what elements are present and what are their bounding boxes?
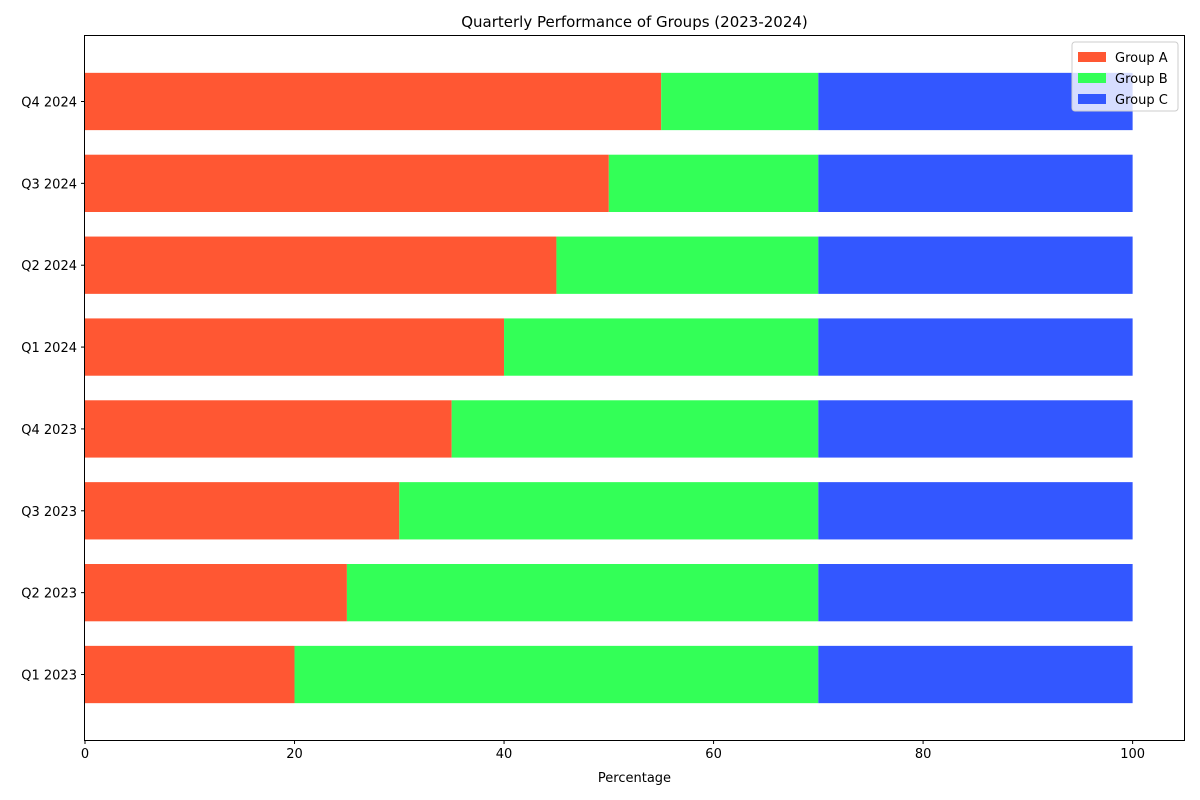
bar-group-b-q1-2023 [294,645,819,704]
x-tick-label: 0 [81,747,89,762]
bar-group-b-q4-2023 [451,400,819,458]
x-tick-label: 60 [705,747,722,762]
y-tick-label: Q2 2023 [21,587,77,602]
y-tick-label: Q1 2024 [21,341,77,356]
y-tick-label: Q4 2024 [21,95,77,110]
bar-group-a-q1-2024 [85,318,505,376]
y-ticks: Q1 2023 Q2 2023 Q3 2023 Q4 2023 Q1 2024 Q2 20… [21,95,85,684]
bars-layer [85,72,1133,704]
bar-group-c-q2-2023 [818,564,1133,622]
legend: Group A Group B Group C [1071,41,1179,112]
plot-frame [84,35,1185,741]
bar-group-b-q3-2024 [608,154,819,212]
y-tick-label: Q1 2023 [21,669,77,684]
bar-group-a-q4-2024 [85,72,662,131]
bar-group-c-q2-2024 [818,236,1133,294]
y-tick-label: Q4 2023 [21,423,77,438]
bar-group-a-q2-2023 [85,564,347,622]
legend-swatch [1078,73,1106,83]
x-tick-label: 80 [915,747,932,762]
legend-swatch [1078,52,1106,62]
y-tick-label: Q2 2024 [21,259,77,274]
bar-group-c-q3-2023 [818,482,1133,540]
legend-label: Group A [1115,51,1168,66]
bar-group-c-q3-2024 [818,154,1133,212]
bar-group-a-q2-2024 [85,236,557,294]
y-tick-label: Q3 2023 [21,505,77,520]
x-tick-label: 100 [1120,747,1145,762]
bar-group-b-q2-2023 [346,564,819,622]
x-axis-label: Percentage [598,771,671,786]
chart-title: Quarterly Performance of Groups (2023-20… [461,13,808,31]
bar-group-c-q1-2023 [818,645,1133,704]
bar-group-a-q3-2023 [85,482,400,540]
bar-group-c-q4-2023 [818,400,1133,458]
bar-group-a-q3-2024 [85,154,609,212]
bar-group-b-q1-2024 [504,318,819,376]
bar-group-b-q3-2023 [399,482,819,540]
bar-group-a-q1-2023 [85,645,295,704]
bar-group-b-q2-2024 [556,236,819,294]
x-tick-label: 40 [496,747,513,762]
legend-label: Group B [1115,72,1168,87]
bar-group-b-q4-2024 [661,72,819,131]
x-tick-label: 20 [286,747,303,762]
bar-group-a-q4-2023 [85,400,452,458]
bar-group-c-q1-2024 [818,318,1133,376]
x-ticks: 0 20 40 60 80 100 [81,740,1145,762]
y-tick-label: Q3 2024 [21,177,77,192]
legend-label: Group C [1115,93,1168,108]
legend-swatch [1078,94,1106,104]
